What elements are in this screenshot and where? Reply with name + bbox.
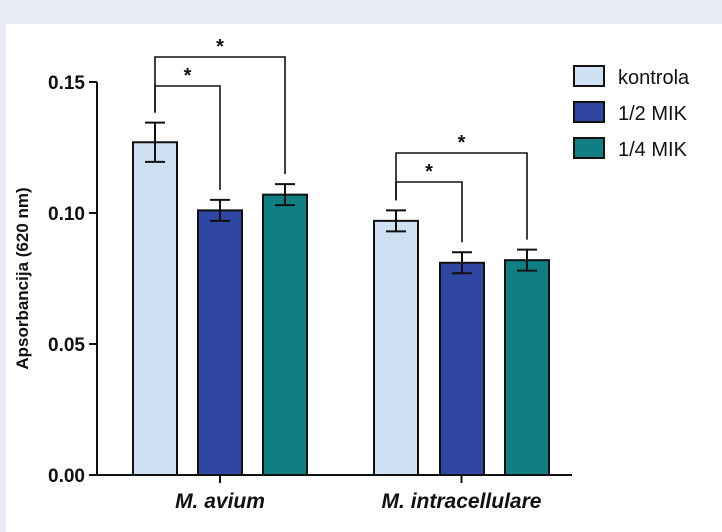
y-tick-label: 0.15	[48, 73, 85, 94]
legend-swatch	[573, 137, 605, 159]
legend-label: kontrola	[618, 67, 690, 89]
x-category-label: M. intracellulare	[382, 490, 542, 513]
legend-swatch	[573, 65, 605, 87]
significance-star: *	[184, 65, 192, 87]
legend-swatch	[573, 101, 605, 123]
bar-1-4-mik	[262, 193, 308, 476]
y-axis-title: Apsorbancija (620 nm)	[13, 187, 32, 369]
significance-star: *	[425, 161, 433, 183]
bar-1-2-mik	[197, 209, 243, 476]
y-tick-label: 0.05	[48, 335, 85, 356]
bar-kontrola	[132, 141, 178, 476]
significance-star: *	[458, 132, 466, 154]
bar-1-2-mik	[439, 261, 485, 476]
bar-1-4-mik	[504, 259, 550, 476]
y-tick-label: 0.10	[48, 204, 85, 225]
legend-label: 1/4 MIK	[618, 139, 688, 161]
legend-label: 1/2 MIK	[618, 103, 688, 125]
significance-bracket	[395, 152, 528, 240]
significance-bracket	[154, 56, 286, 175]
x-category-label: M. avium	[175, 490, 265, 513]
bar-kontrola	[373, 219, 419, 476]
y-tick-label: 0.00	[48, 466, 85, 487]
significance-star: *	[216, 36, 224, 58]
